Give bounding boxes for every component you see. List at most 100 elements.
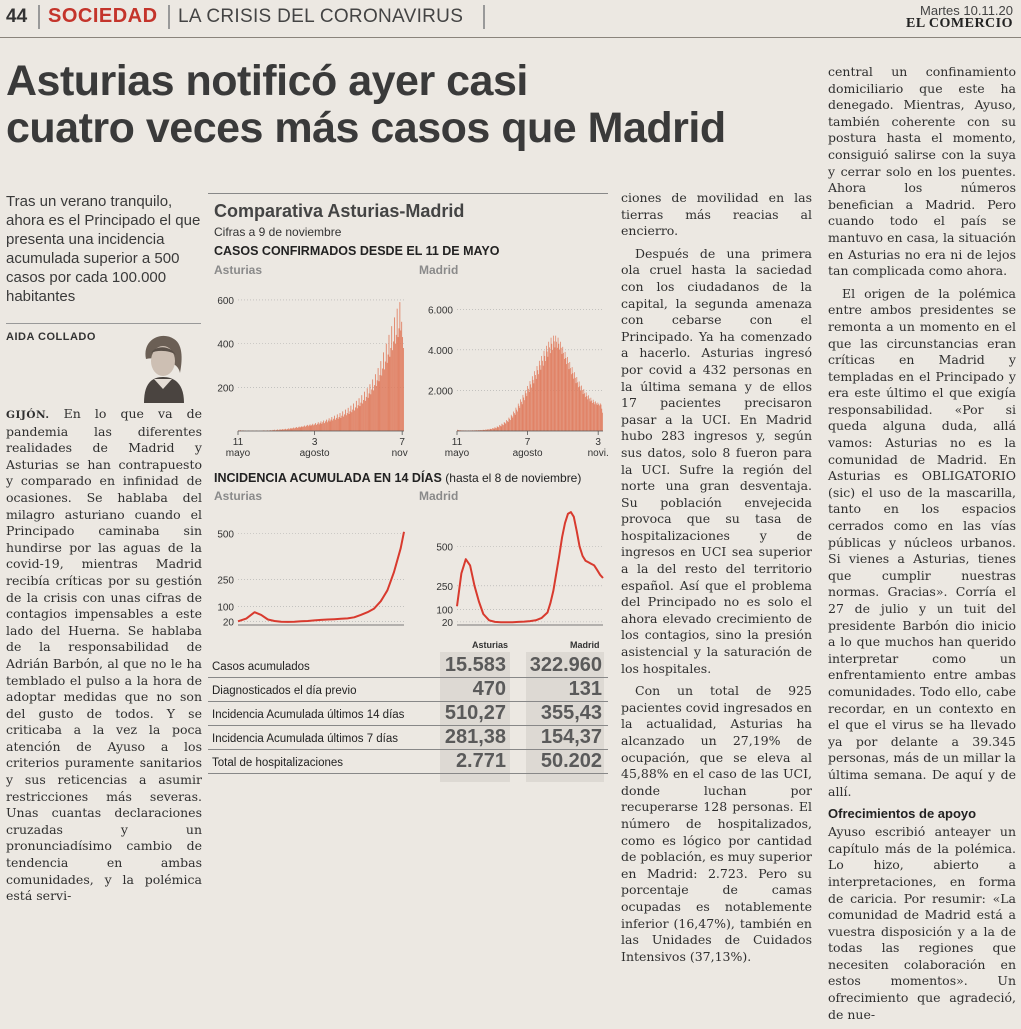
chart-bar xyxy=(330,421,331,431)
chart-bar xyxy=(312,424,313,431)
cases-section-title: CASOS CONFIRMADOS DESDE EL 11 DE MAYO xyxy=(214,244,499,258)
chart-bar xyxy=(583,394,584,431)
chart-bar xyxy=(314,424,315,431)
paragraph: El origen de la polémica entre ambos pre… xyxy=(828,286,1016,800)
chart-bar xyxy=(541,356,542,431)
chart-bar xyxy=(325,421,326,431)
chart-bar xyxy=(374,385,375,431)
chart-bar xyxy=(311,425,312,431)
stats-row-label: Total de hospitalizaciones xyxy=(212,757,343,769)
chart-bar xyxy=(360,403,361,431)
chart-bar xyxy=(378,368,379,431)
x-tick-label: agosto xyxy=(300,448,330,459)
chart-bar xyxy=(548,342,549,431)
chart-bar xyxy=(402,337,403,431)
chart-bar xyxy=(336,418,337,431)
chart-bar xyxy=(563,353,564,431)
chart-bar xyxy=(379,381,380,431)
article-column: central un confinamiento domiciliario qu… xyxy=(828,64,1016,1029)
chart-bar xyxy=(292,428,293,431)
x-tick-label: 7 xyxy=(399,437,405,448)
chart-bar xyxy=(601,405,602,431)
chart-bar xyxy=(551,338,552,431)
chart-bar xyxy=(559,350,560,431)
chart-bar xyxy=(340,413,341,431)
chart-bar xyxy=(590,401,591,431)
chart-bar xyxy=(588,395,589,431)
chart-bar xyxy=(361,395,362,431)
chart-bar xyxy=(508,422,509,431)
chart-bar xyxy=(542,361,543,431)
chart-bar xyxy=(332,421,333,431)
chart-bar xyxy=(385,362,386,431)
chart-bar xyxy=(300,428,301,431)
newspaper-name: EL COMERCIO xyxy=(906,16,1013,32)
chart-bar xyxy=(352,410,353,431)
headline: Asturias notificó ayer casi cuatro veces… xyxy=(6,58,806,152)
chart-bar xyxy=(597,405,598,431)
chart-bar xyxy=(515,415,516,431)
chart-bar xyxy=(582,390,583,431)
chart-bar xyxy=(387,363,388,431)
dateline-place: GIJÓN. xyxy=(6,409,50,421)
chart-bar xyxy=(601,409,602,431)
chart-bar xyxy=(561,348,562,431)
y-tick-label: 500 xyxy=(436,543,453,554)
headline-line: Asturias notificó ayer casi xyxy=(6,58,806,105)
chart-bar xyxy=(333,419,334,431)
chart-bar xyxy=(359,398,360,431)
chart-bar xyxy=(358,405,359,431)
x-tick-label: 3 xyxy=(312,437,318,448)
chart-bar xyxy=(388,355,389,431)
chart-bar xyxy=(501,426,502,431)
chart-bar xyxy=(594,404,595,431)
chart-bar xyxy=(578,387,579,431)
x-tick-label: mayo xyxy=(445,448,470,459)
chart-bar xyxy=(293,428,294,431)
chart-bar xyxy=(401,322,402,431)
chart-bar xyxy=(591,398,592,431)
headline-line: cuatro veces más casos que Madrid xyxy=(6,105,806,152)
chart-bar xyxy=(382,369,383,431)
y-tick-label: 20 xyxy=(223,617,235,628)
chart-bar xyxy=(553,336,554,431)
article-column: GIJÓN. En lo que va de pandemia las dife… xyxy=(6,406,202,911)
y-tick-label: 100 xyxy=(217,603,234,614)
paragraph: Con un total de 925 pacientes covid ingr… xyxy=(621,683,812,965)
chart-bar xyxy=(573,379,574,431)
chart-bar xyxy=(303,426,304,431)
chart-bar xyxy=(566,358,567,431)
incidence-note: (hasta el 8 de noviembre) xyxy=(445,471,581,485)
chart-bar xyxy=(324,423,325,431)
incidence-section-title: INCIDENCIA ACUMULADA EN 14 DÍAS (hasta e… xyxy=(214,471,581,485)
chart-bar xyxy=(309,425,310,431)
chart-bar xyxy=(570,368,571,431)
chart-bar xyxy=(393,341,394,431)
chart-bar xyxy=(572,367,573,431)
chart-bar xyxy=(512,416,513,431)
article-column: ciones de movilidad en las tierras más r… xyxy=(621,190,812,971)
chart-bar xyxy=(369,393,370,431)
chart-bar xyxy=(565,352,566,431)
chart-bar xyxy=(306,426,307,431)
chart-bar xyxy=(524,400,525,431)
chart-bar xyxy=(498,427,499,431)
chart-bar xyxy=(331,420,332,431)
chart-bar xyxy=(327,422,328,431)
chart-bar xyxy=(594,402,595,431)
chart-bar xyxy=(546,346,547,431)
paragraph: Ayuso escribió anteayer un capítulo más … xyxy=(828,824,1016,1023)
chart-bar xyxy=(367,388,368,431)
chart-bar xyxy=(505,423,506,431)
x-tick-label: agosto xyxy=(513,448,543,459)
chart-bar xyxy=(372,379,373,431)
chart-bar xyxy=(341,418,342,431)
chart-bar xyxy=(509,419,510,431)
chart-bar xyxy=(397,309,398,431)
chart-bar xyxy=(400,331,401,431)
chart-bar xyxy=(534,383,535,431)
paragraph: central un confinamiento domiciliario qu… xyxy=(828,64,1016,280)
